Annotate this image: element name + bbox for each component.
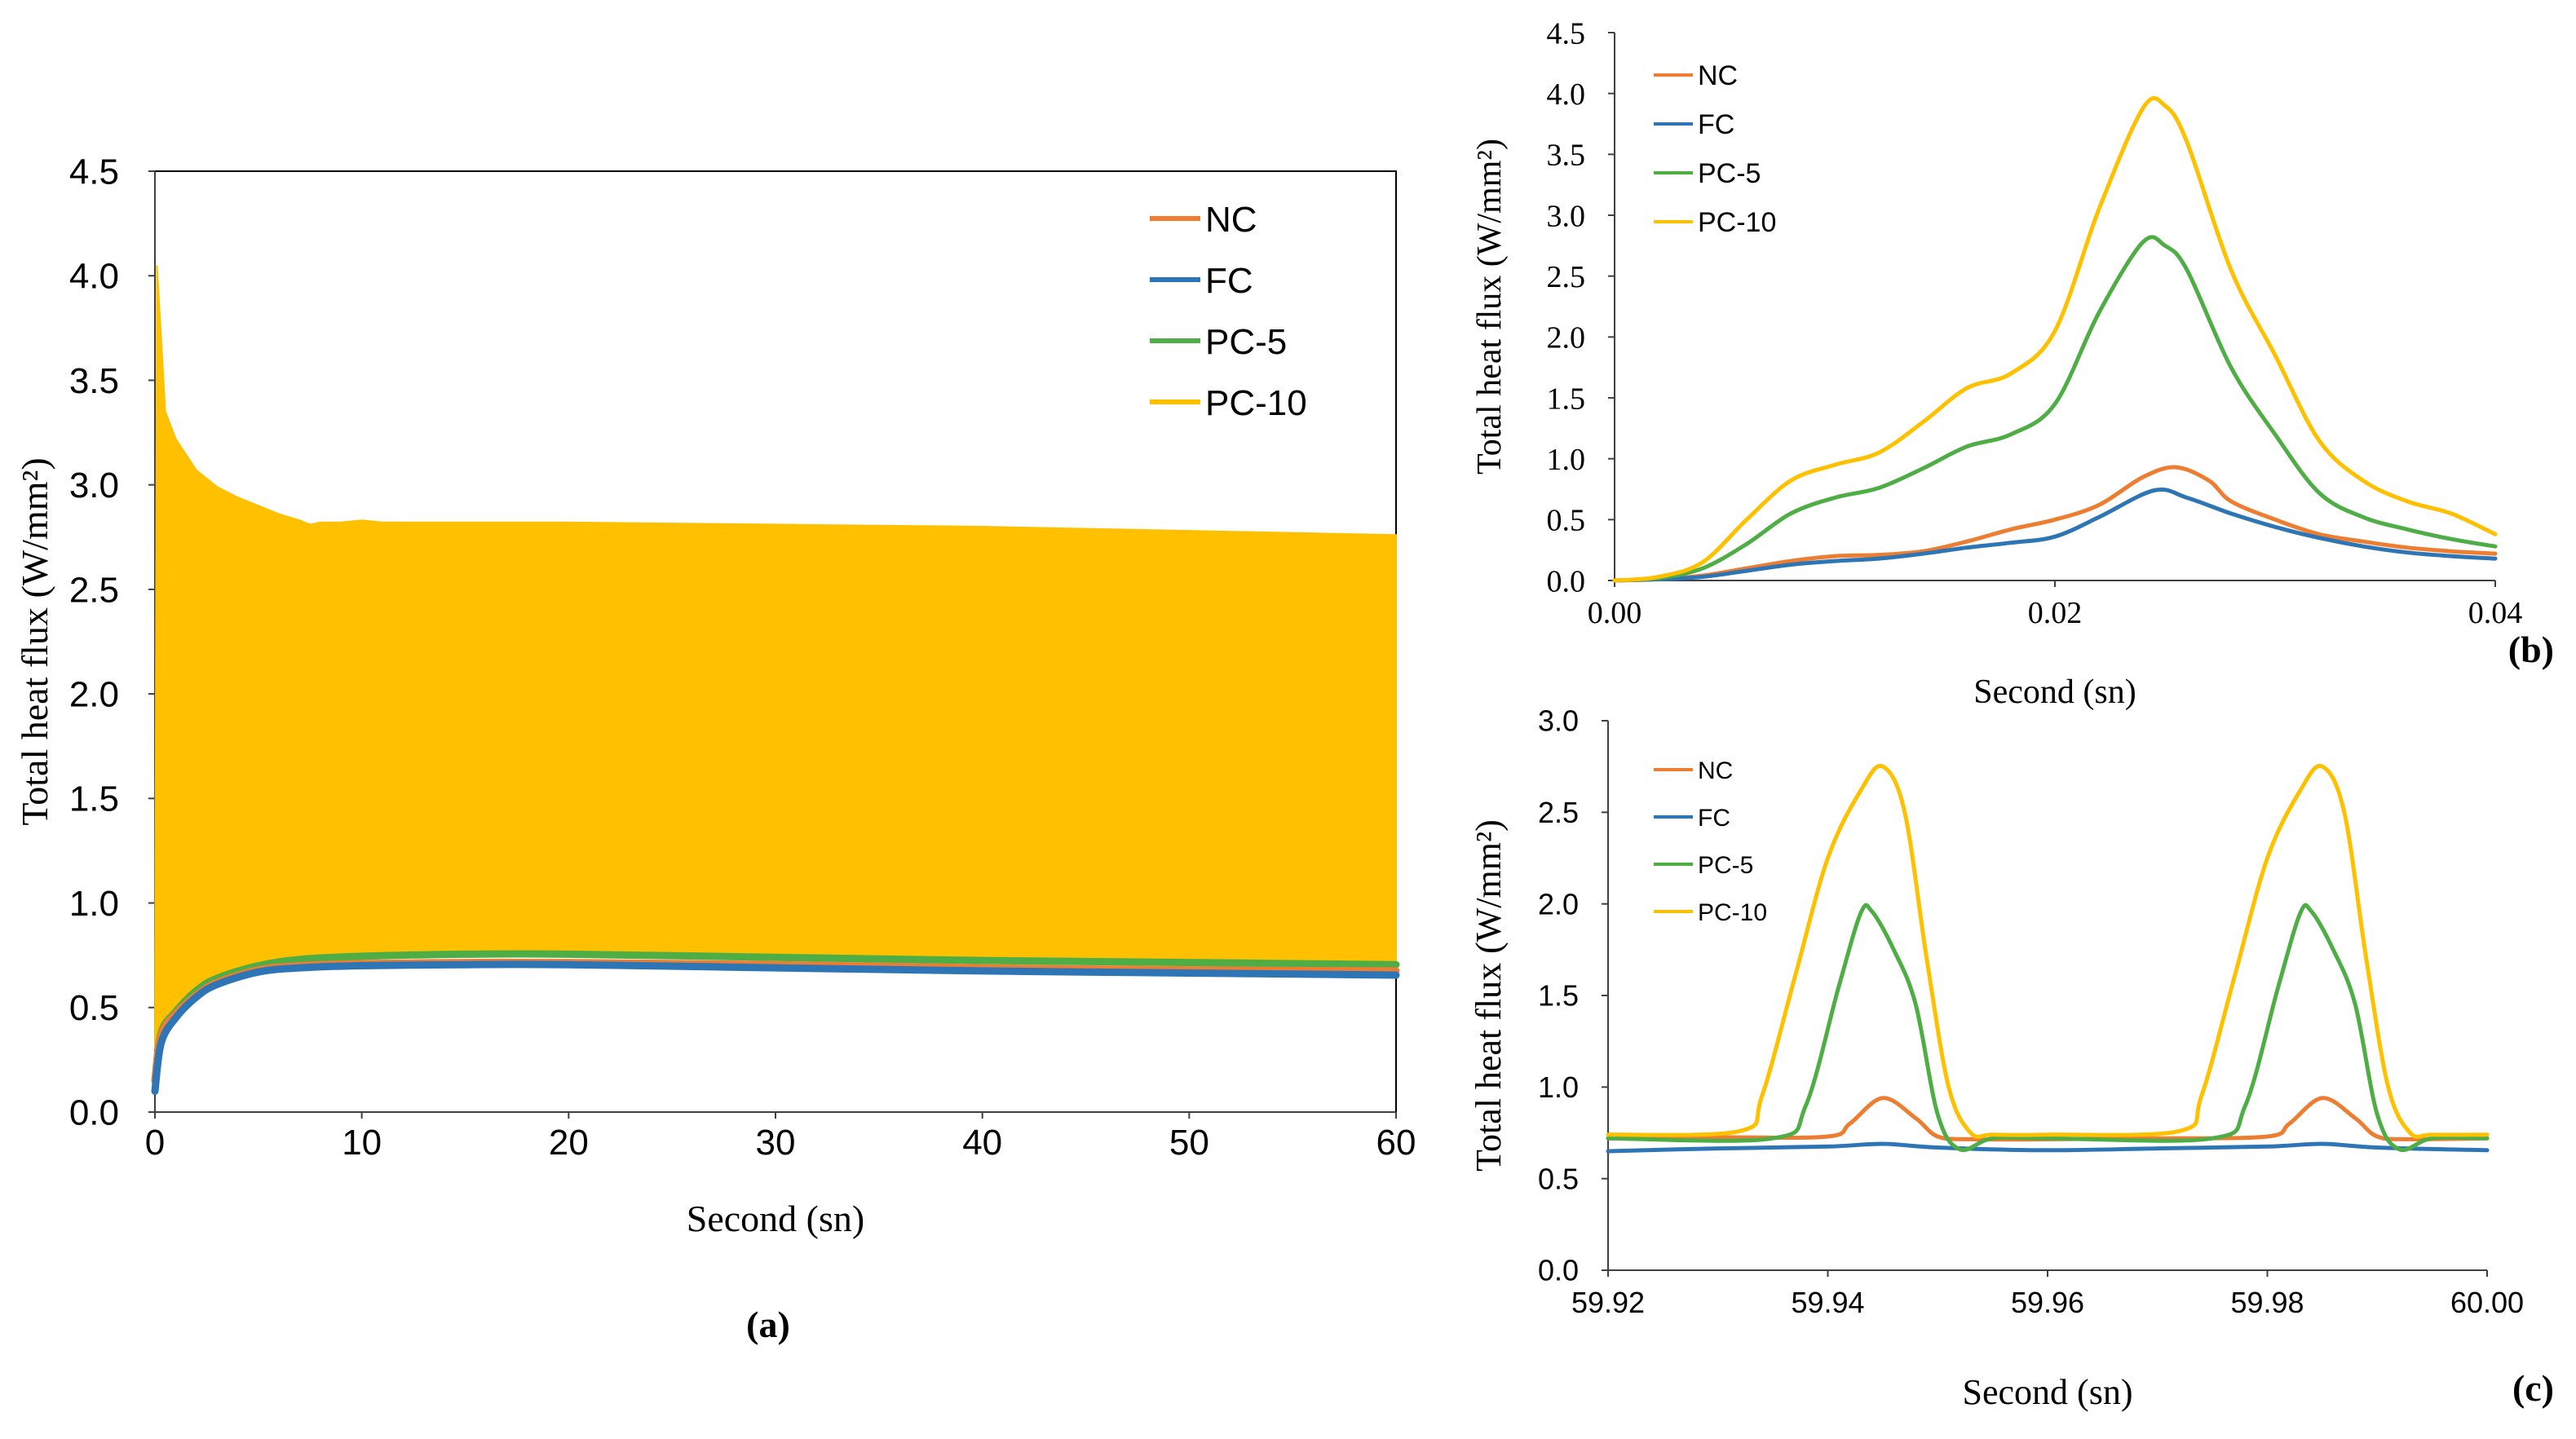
x-tick-label-b: 0.00 (1588, 596, 1642, 630)
y-tick-label-b: 0.5 (1547, 504, 1586, 538)
y-tick-label-c: 1.0 (1538, 1070, 1579, 1104)
y-tick-label-a: 3.5 (69, 361, 119, 401)
legend-label-fc-b: FC (1698, 109, 1734, 140)
x-axis-title-c: Second (sn) (1963, 1372, 2133, 1412)
y-tick-label-b: 4.5 (1547, 16, 1586, 51)
chart-panel-b: 0.0 0.5 1.0 1.5 2.0 2.5 3.0 3.5 4.0 4.5 0.00 0.02 0.… (1471, 16, 2522, 711)
y-tick-label-c: 3.0 (1538, 704, 1579, 738)
panel-label-a: (a) (746, 1304, 790, 1345)
y-tick-label-a: 1.5 (69, 779, 119, 819)
chart-panel-c: 0.0 0.5 1.0 1.5 2.0 2.5 3.0 59.92 59.94 59.96 59.9… (1469, 704, 2524, 1412)
series-line-fc-c (1606, 1141, 2490, 1154)
x-tick-label-b: 0.02 (2028, 596, 2083, 630)
series-line-pc-5-b (1612, 235, 2498, 583)
panel-label-c: (c) (2512, 1367, 2554, 1409)
x-tick-label-b: 0.04 (2468, 596, 2523, 630)
y-tick-label-a: 4.5 (69, 152, 119, 192)
x-tick-label-c: 59.92 (1571, 1286, 1645, 1319)
x-tick-label-a: 10 (342, 1123, 382, 1163)
x-tick-label-c: 60.00 (2450, 1286, 2524, 1319)
series-line-pc-10-c (1606, 763, 2490, 1139)
legend-label-pc-5-c: PC-5 (1698, 852, 1753, 879)
x-tick-label-c: 59.94 (1791, 1286, 1864, 1319)
x-tick-label-a: 20 (549, 1123, 589, 1163)
legend-label-pc-10-c: PC-10 (1698, 899, 1767, 926)
y-tick-label-c: 2.5 (1538, 796, 1579, 829)
y-tick-label-a: 2.0 (69, 675, 119, 715)
x-tick-label-a: 0 (145, 1123, 165, 1163)
legend-label-nc-c: NC (1698, 757, 1733, 784)
panel-label-b: (b) (2508, 629, 2554, 670)
x-tick-label-a: 30 (756, 1123, 796, 1163)
y-tick-label-b: 2.0 (1547, 321, 1586, 355)
y-tick-label-b: 0.0 (1547, 564, 1586, 598)
y-tick-label-b: 1.0 (1547, 443, 1586, 477)
legend-label-pc-5-a: PC-5 (1205, 322, 1287, 362)
y-tick-label-a: 0.5 (69, 988, 119, 1028)
y-tick-label-c: 2.0 (1538, 887, 1579, 920)
x-axis-title-a: Second (sn) (687, 1198, 864, 1239)
y-tick-label-b: 1.5 (1547, 382, 1586, 416)
series-line-fc-a (151, 960, 1400, 1095)
x-tick-label-a: 40 (962, 1123, 1002, 1163)
legend-label-nc-a: NC (1205, 200, 1257, 240)
x-tick-label-a: 50 (1169, 1123, 1209, 1163)
y-tick-label-b: 2.5 (1547, 260, 1586, 294)
y-axis-title-a: Total heat flux (W/mm²) (14, 457, 55, 825)
y-tick-label-c: 0.0 (1538, 1254, 1579, 1287)
legend-label-fc-a: FC (1205, 261, 1253, 301)
y-tick-label-a: 3.0 (69, 466, 119, 505)
series-line-pc-5-c (1606, 903, 2490, 1153)
y-tick-label-b: 3.0 (1547, 199, 1586, 233)
series-line-fc-b (1612, 488, 2498, 583)
y-axis-title-c: Total heat flux (W/mm²) (1469, 819, 1509, 1172)
chart-panel-a: 0.0 0.5 1.0 1.5 2.0 2.5 3.0 3.5 4.0 4.5 0 10 20 30 40 5… (14, 152, 1416, 1239)
x-tick-label-c: 59.98 (2230, 1286, 2304, 1319)
x-tick-label-c: 59.96 (2011, 1286, 2084, 1319)
legend-label-nc-b: NC (1698, 60, 1738, 91)
x-tick-label-a: 60 (1376, 1123, 1416, 1163)
legend-label-fc-c: FC (1698, 805, 1730, 832)
y-axis-title-b: Total heat flux (W/mm²) (1471, 139, 1509, 475)
y-tick-label-c: 1.5 (1538, 979, 1579, 1013)
y-tick-label-a: 2.5 (69, 570, 119, 610)
legend-label-pc-10-a: PC-10 (1205, 383, 1307, 423)
series-line-nc-b (1612, 465, 2498, 583)
y-tick-label-a: 1.0 (69, 884, 119, 924)
x-axis-title-b: Second (sn) (1973, 673, 2136, 711)
y-tick-label-a: 4.0 (69, 257, 119, 297)
legend-label-pc-10-b: PC-10 (1698, 207, 1776, 238)
y-tick-label-a: 0.0 (69, 1092, 119, 1132)
y-tick-label-b: 3.5 (1547, 139, 1586, 173)
y-tick-label-b: 4.0 (1547, 77, 1586, 112)
legend-label-pc-5-b: PC-5 (1698, 158, 1761, 189)
y-tick-label-c: 0.5 (1538, 1162, 1579, 1195)
series-line-pc-10-b (1612, 95, 2498, 583)
